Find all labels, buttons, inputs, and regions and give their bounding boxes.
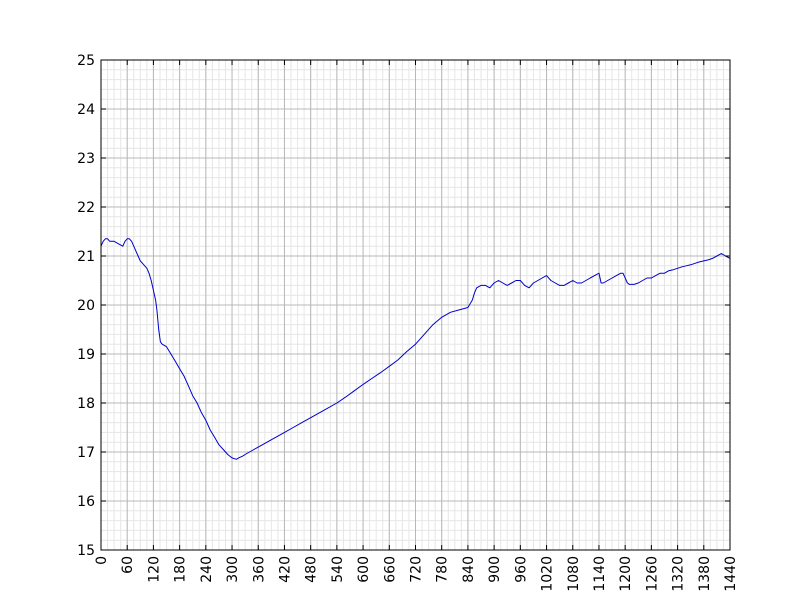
x-tick-label: 300: [225, 556, 241, 583]
x-tick-label: 900: [487, 556, 503, 583]
x-tick-label: 600: [356, 556, 372, 583]
y-tick-label: 20: [77, 298, 95, 314]
y-tick-label: 21: [77, 249, 95, 265]
x-tick-label: 840: [461, 556, 477, 583]
x-tick-label: 1440: [723, 556, 739, 592]
x-tick-label: 720: [409, 556, 425, 583]
x-tick-label: 480: [304, 556, 320, 583]
x-tick-label: 240: [199, 556, 215, 583]
x-tick-label: 540: [330, 556, 346, 583]
axis-ticks: [100, 59, 731, 551]
x-axis-tick-labels: 0 60 120 180 240 300 360 420 480 540 600 660 720 780 8…: [94, 556, 739, 592]
y-tick-label: 25: [77, 53, 95, 69]
y-tick-label: 15: [77, 543, 95, 559]
x-tick-label: 1020: [540, 556, 556, 592]
x-tick-label: 1260: [644, 556, 660, 592]
x-tick-label: 180: [173, 556, 189, 583]
x-tick-label: 120: [146, 556, 162, 583]
y-tick-label: 23: [77, 151, 95, 167]
x-tick-label: 420: [277, 556, 293, 583]
y-tick-label: 22: [77, 200, 95, 216]
x-tick-label: 960: [513, 556, 529, 583]
x-tick-label: 1320: [671, 556, 687, 592]
x-tick-label: 0: [94, 556, 110, 565]
y-tick-label: 16: [77, 494, 95, 510]
y-tick-label: 18: [77, 396, 95, 412]
x-tick-label: 1200: [618, 556, 634, 592]
x-tick-label: 660: [382, 556, 398, 583]
y-tick-label: 19: [77, 347, 95, 363]
x-tick-label: 60: [120, 556, 136, 574]
series-layer: [100, 238, 731, 460]
x-tick-label: 360: [251, 556, 267, 583]
y-axis-tick-labels: 15 16 17 18 19 20 21 22 23 24 25: [77, 53, 95, 559]
y-tick-label: 24: [77, 102, 95, 118]
y-tick-label: 17: [77, 445, 95, 461]
x-tick-label: 1080: [566, 556, 582, 592]
x-tick-label: 1380: [697, 556, 713, 592]
series-line: [100, 238, 731, 460]
x-tick-label: 780: [435, 556, 451, 583]
x-tick-label: 1140: [592, 556, 608, 592]
